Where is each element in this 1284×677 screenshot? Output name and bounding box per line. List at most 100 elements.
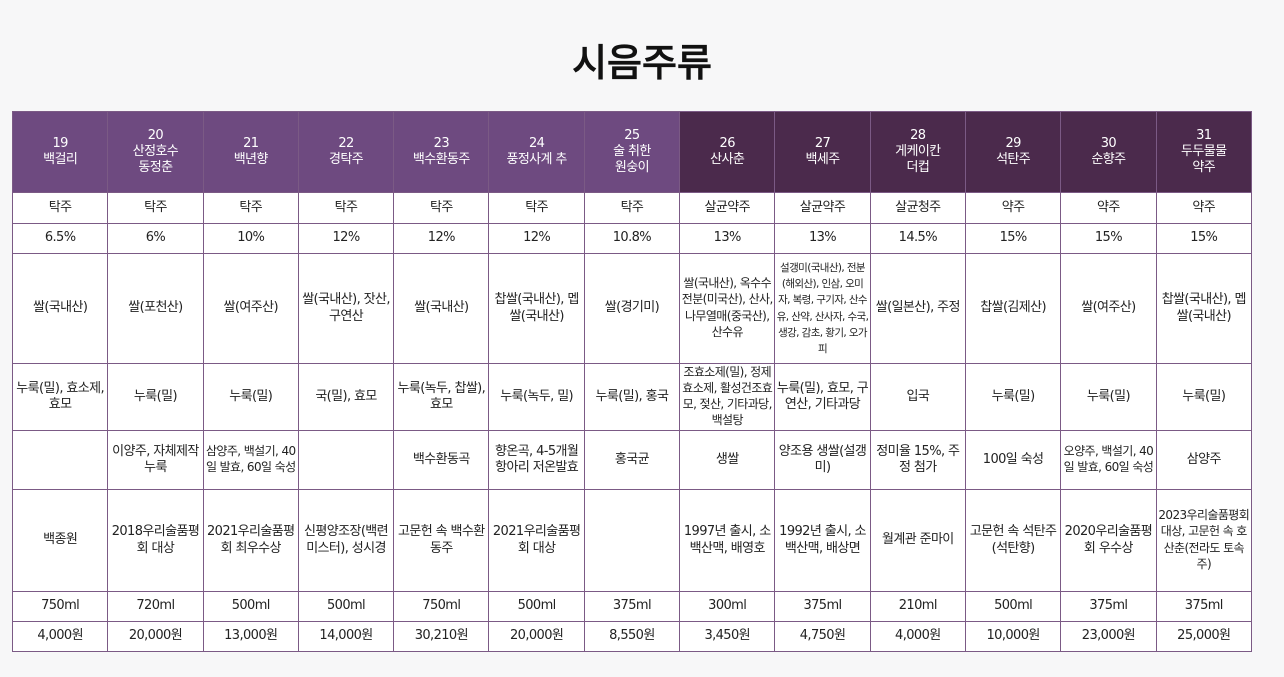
table-cell: 2020우리술품평회 우수상 bbox=[1060, 489, 1157, 592]
header-cell: 20 산정호수 동정춘 bbox=[107, 111, 204, 193]
table-cell: 약주 bbox=[1155, 192, 1253, 224]
table-cell: 탁주 bbox=[11, 192, 109, 224]
table-cell: 정미율 15%, 주정 첨가 bbox=[869, 430, 966, 490]
table-cell: 10.8% bbox=[583, 223, 681, 254]
column-name: 백수환동주 bbox=[412, 152, 470, 167]
cell-text: 월계관 준마이 bbox=[881, 532, 954, 548]
table-cell: 13% bbox=[679, 223, 776, 254]
table-cell: 고문헌 속 석탄주(석탄향) bbox=[964, 489, 1062, 592]
table-cell: 1992년 출시, 소백산맥, 배상면 bbox=[774, 489, 871, 592]
cell-text: 향온곡, 4-5개월 항아리 저온발효 bbox=[494, 443, 579, 475]
cell-text: 쌀(여주산) bbox=[223, 300, 279, 316]
table-cell: 홍국균 bbox=[583, 430, 681, 490]
cell-text: 쌀(국내산), 잣산, 구연산 bbox=[302, 292, 390, 324]
table-cell: 설갱미(국내산), 전분(해외산), 인삼, 오미자, 복령, 구기자, 산수유… bbox=[774, 253, 871, 364]
cell-text: 누룩(밀), 효모, 구연산, 기타과당 bbox=[776, 380, 869, 412]
column-number: 21 bbox=[243, 135, 259, 151]
cell-text: 750ml bbox=[422, 598, 461, 614]
table-cell: 국(밀), 효모 bbox=[297, 363, 395, 431]
column-name: 산사춘 bbox=[710, 152, 745, 167]
table-cell: 누룩(밀), 효모, 구연산, 기타과당 bbox=[774, 363, 871, 431]
cell-text: 누룩(밀) bbox=[1086, 388, 1131, 404]
table-cell: 쌀(여주산) bbox=[1060, 253, 1157, 364]
column-name: 백세주 bbox=[805, 152, 840, 167]
table-cell: 쌀(경기미) bbox=[583, 253, 681, 364]
table-cell: 375ml bbox=[583, 591, 681, 622]
cell-text: 15% bbox=[1094, 230, 1123, 246]
table-cell: 찹쌀(국내산), 멥쌀(국내산) bbox=[488, 253, 585, 364]
header-cell: 31 두두물물 약주 bbox=[1155, 111, 1253, 193]
cell-text: 약주 bbox=[1097, 199, 1120, 215]
header-cell: 22 경탁주 bbox=[297, 111, 395, 193]
cell-text: 2021우리술품평회 대상 bbox=[492, 524, 581, 556]
cell-text: 신평양조장(백련미스터), 성시경 bbox=[304, 524, 389, 556]
table-cell: 약주 bbox=[964, 192, 1062, 224]
table-cell: 12% bbox=[488, 223, 585, 254]
table-cell: 20,000원 bbox=[107, 621, 204, 652]
table-cell: 2023우리술품평회 대상, 고문헌 속 호산춘(전라도 토속주) bbox=[1155, 489, 1253, 592]
cell-text: 탁주 bbox=[429, 199, 453, 215]
cell-text: 이양주, 자체제작 누룩 bbox=[112, 443, 199, 475]
cell-text: 찹쌀(김제산) bbox=[980, 300, 1046, 316]
cell-text: 찹쌀(국내산), 멥쌀(국내산) bbox=[1161, 292, 1247, 324]
table-row: 탁주 탁주 탁주 탁주 탁주 탁주 탁주 살균약주 살균약주 살균청주 약주 약주 약주 bbox=[11, 192, 1253, 224]
cell-text: 10% bbox=[237, 230, 265, 246]
table-cell: 양조용 생쌀(설갱미) bbox=[774, 430, 871, 490]
table-cell: 입국 bbox=[869, 363, 966, 431]
cell-text: 3,450원 bbox=[704, 628, 751, 644]
column-number: 28 bbox=[910, 127, 926, 143]
cell-text: 고문헌 속 석탄주(석탄향) bbox=[969, 524, 1057, 556]
table-cell: 쌀(국내산), 잣산, 구연산 bbox=[297, 253, 395, 364]
cell-text: 양조용 생쌀(설갱미) bbox=[778, 443, 867, 475]
table-cell: 14.5% bbox=[869, 223, 966, 254]
cell-text: 6% bbox=[145, 230, 166, 246]
cell-text: 쌀(일본산), 주정 bbox=[875, 300, 961, 316]
table-cell: 500ml bbox=[297, 591, 395, 622]
cell-text: 탁주 bbox=[239, 199, 263, 215]
cell-text: 23,000원 bbox=[1081, 628, 1136, 644]
table-cell: 오양주, 백설기, 40일 발효, 60일 숙성 bbox=[1060, 430, 1157, 490]
cell-text: 오양주, 백설기, 40일 발효, 60일 숙성 bbox=[1063, 443, 1154, 474]
table-cell: 누룩(밀), 효소제, 효모 bbox=[11, 363, 109, 431]
cell-text: 쌀(포천산) bbox=[128, 300, 183, 316]
column-number: 22 bbox=[338, 135, 354, 151]
cell-text: 2021우리술품평회 최우수상 bbox=[207, 524, 295, 556]
cell-text: 210ml bbox=[898, 598, 938, 614]
table-cell: 탁주 bbox=[202, 192, 299, 224]
table-cell: 2021우리술품평회 대상 bbox=[488, 489, 585, 592]
column-number: 26 bbox=[719, 135, 736, 151]
table-cell: 500ml bbox=[488, 591, 585, 622]
table-cell: 750ml bbox=[393, 591, 490, 622]
cell-text: 누룩(밀) bbox=[229, 388, 273, 404]
table-cell: 누룩(밀) bbox=[964, 363, 1062, 431]
cell-text: 6.5% bbox=[44, 230, 76, 246]
header-cell: 27 백세주 bbox=[774, 111, 871, 193]
table-cell: 10% bbox=[202, 223, 299, 254]
column-number: 23 bbox=[433, 135, 450, 151]
table-cell: 210ml bbox=[869, 591, 966, 622]
column-name: 경탁주 bbox=[328, 152, 364, 167]
table-row: 이양주, 자체제작 누룩 삼양주, 백설기, 40일 발효, 60일 숙성 백수환동… bbox=[11, 430, 1253, 490]
cell-text: 삼양주, 백설기, 40일 발효, 60일 숙성 bbox=[205, 443, 296, 474]
header-cell: 19 백걸리 bbox=[11, 111, 109, 193]
column-name: 순향주 bbox=[1091, 152, 1126, 167]
cell-text: 탁주 bbox=[525, 199, 548, 215]
table-cell: 12% bbox=[297, 223, 395, 254]
table-cell: 탁주 bbox=[488, 192, 585, 224]
table-cell: 375ml bbox=[774, 591, 871, 622]
cell-text: 2023우리술품평회 대상, 고문헌 속 호산춘(전라도 토속주) bbox=[1158, 508, 1250, 571]
table-cell: 생쌀 bbox=[679, 430, 776, 490]
cell-text: 500ml bbox=[231, 598, 271, 614]
table-cell: 720ml bbox=[107, 591, 204, 622]
cell-text: 쌀(국내산) bbox=[414, 300, 469, 316]
column-name: 술 취한 원숭이 bbox=[613, 143, 651, 176]
cell-text: 백종원 bbox=[43, 532, 78, 548]
cell-text: 25,000원 bbox=[1177, 628, 1231, 644]
table-cell: 백수환동곡 bbox=[393, 430, 490, 490]
table-cell: 약주 bbox=[1060, 192, 1157, 224]
cell-text: 고문헌 속 백수환동주 bbox=[398, 524, 485, 556]
cell-text: 4,750원 bbox=[799, 628, 846, 644]
cell-text: 누룩(녹두, 밀) bbox=[500, 388, 574, 404]
table-cell: 누룩(녹두, 밀) bbox=[488, 363, 585, 431]
